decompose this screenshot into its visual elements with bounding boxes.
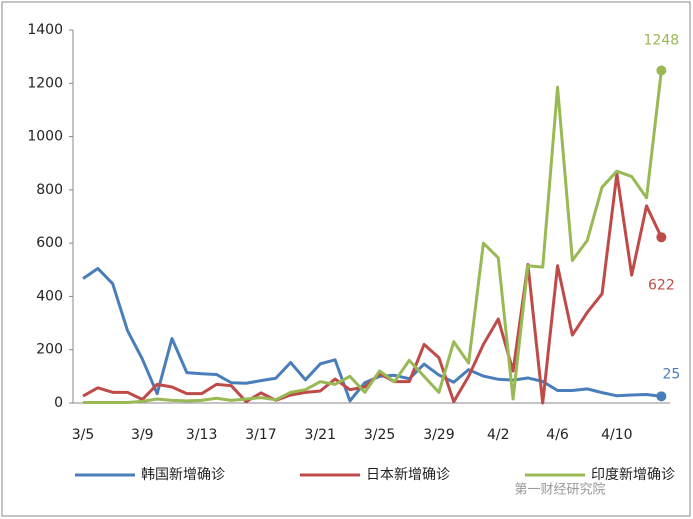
y-tick-label: 600 — [36, 235, 63, 251]
x-tick-label: 3/5 — [72, 427, 95, 443]
legend-label: 韩国新增确诊 — [141, 467, 225, 483]
x-tick-label: 4/10 — [601, 427, 632, 443]
x-tick-label: 3/17 — [245, 427, 276, 443]
x-tick-label: 4/6 — [546, 427, 569, 443]
end-marker — [656, 65, 667, 76]
y-tick-label: 0 — [54, 395, 63, 411]
x-tick-label: 4/2 — [487, 427, 510, 443]
data-label: 622 — [648, 277, 675, 293]
x-tick-label: 3/25 — [364, 427, 395, 443]
y-tick-label: 200 — [36, 342, 63, 358]
x-tick-label: 3/21 — [305, 427, 336, 443]
series-line — [83, 70, 663, 404]
y-tick-label: 1000 — [27, 129, 63, 145]
y-tick-label: 400 — [36, 288, 63, 304]
legend-label: 印度新增确诊 — [591, 467, 675, 483]
y-tick-label: 800 — [36, 182, 63, 198]
x-tick-label: 3/29 — [423, 427, 454, 443]
data-label: 25 — [662, 366, 680, 382]
x-tick-label: 3/13 — [186, 427, 217, 443]
end-marker — [656, 232, 667, 243]
data-label: 1248 — [644, 32, 680, 48]
watermark: 第一财经研究院 — [514, 483, 605, 498]
y-tick-label: 1200 — [27, 75, 63, 91]
legend-label: 日本新增确诊 — [366, 467, 450, 483]
y-tick-label: 1400 — [27, 22, 63, 38]
x-tick-label: 3/9 — [131, 427, 154, 443]
end-marker — [656, 391, 667, 402]
